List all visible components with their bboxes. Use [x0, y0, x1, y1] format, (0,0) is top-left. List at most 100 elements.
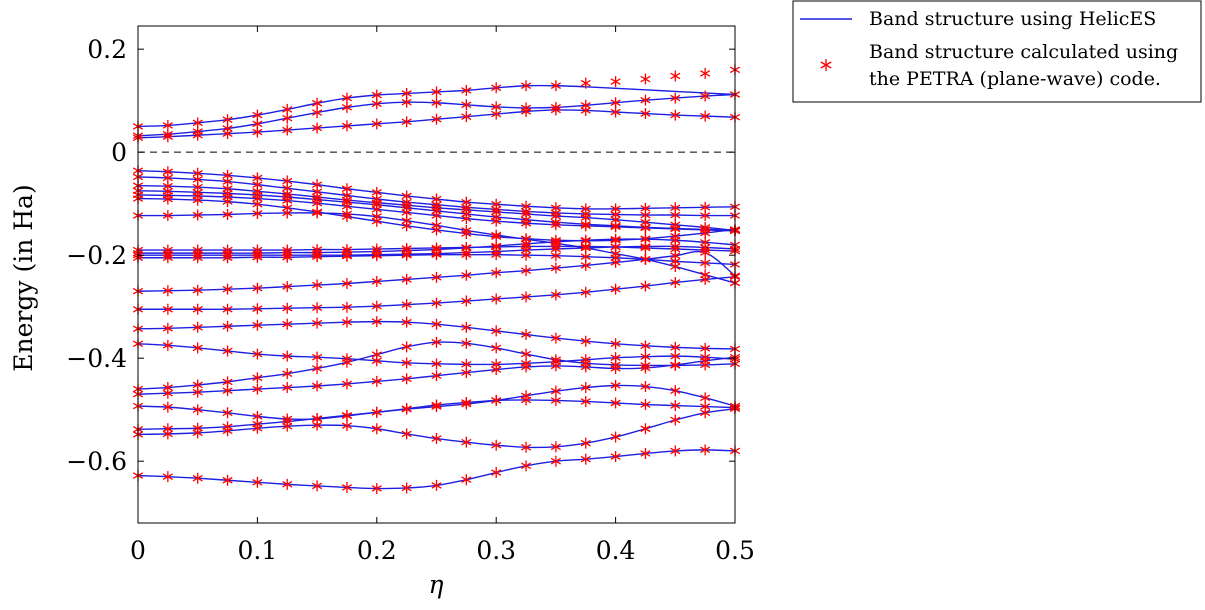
petra-point-shape [401, 96, 412, 108]
petra-point [610, 431, 621, 443]
petra-point-shape [580, 395, 591, 407]
petra-point [162, 401, 173, 413]
petra-point [401, 316, 412, 328]
petra-point [670, 209, 681, 221]
petra-point-shape [371, 275, 382, 287]
petra-point-shape [282, 103, 293, 115]
petra-point-shape [341, 481, 353, 493]
petra-point-shape [222, 407, 233, 419]
petra-point-shape [610, 397, 621, 409]
legend-star-swatch [820, 59, 832, 71]
petra-point [192, 303, 203, 315]
petra-point-shape [640, 362, 651, 374]
petra-point [282, 281, 293, 293]
petra-point-shape [670, 350, 681, 362]
petra-point-shape [371, 406, 382, 418]
petra-point [640, 351, 651, 363]
petra-point-shape [640, 447, 651, 459]
petra-point-shape [550, 289, 561, 301]
x-tick-label: 0.4 [596, 536, 636, 565]
petra-point-shape [491, 394, 502, 406]
petra-point-shape [520, 105, 532, 117]
y-axis-title: Energy (in Ha) [9, 184, 38, 371]
petra-point-shape [610, 283, 621, 295]
petra-point [491, 342, 502, 354]
petra-point [282, 318, 293, 330]
petra-point [640, 381, 651, 393]
petra-point [670, 359, 681, 371]
petra-point-shape [580, 453, 591, 465]
petra-point-shape [610, 256, 621, 268]
x-tick-label: 0 [130, 536, 146, 565]
petra-point-shape [491, 342, 502, 354]
petra-point-shape [431, 97, 442, 109]
petra-point-shape [640, 340, 651, 352]
petra-point [550, 80, 561, 92]
petra-point-shape [491, 108, 502, 120]
petra-point-shape [401, 403, 412, 415]
petra-point-shape [640, 381, 651, 393]
petra-point [670, 400, 681, 412]
petra-point [431, 86, 442, 98]
petra-point [491, 229, 502, 241]
petra-point-shape [520, 460, 532, 472]
petra-point [640, 240, 651, 252]
petra-point-shape [640, 399, 651, 411]
petra-point [222, 252, 233, 264]
petra-point [401, 249, 412, 261]
petra-point [520, 329, 532, 340]
petra-point [640, 447, 651, 459]
petra-point [700, 110, 711, 122]
petra-point [520, 441, 532, 453]
petra-point [580, 437, 591, 449]
petra-point-shape [580, 382, 591, 394]
petra-point [640, 340, 651, 352]
x-tick-label: 0.3 [476, 536, 516, 565]
petra-point-shape [222, 425, 233, 437]
legend-star-marker-shape [820, 59, 832, 71]
petra-point [401, 215, 412, 227]
petra-point [670, 414, 681, 426]
petra-point [580, 286, 591, 298]
petra-point [401, 482, 412, 494]
petra-point [341, 420, 353, 432]
petra-point [700, 392, 711, 404]
petra-point-shape [192, 303, 203, 315]
petra-point [431, 370, 442, 382]
petra-point [282, 382, 293, 394]
petra-point [401, 273, 412, 285]
petra-point [341, 92, 353, 104]
petra-point [162, 252, 173, 264]
petra-point [461, 436, 472, 448]
petra-point-shape [580, 104, 591, 116]
x-tick-label: 0.2 [357, 536, 397, 565]
petra-point [461, 213, 472, 225]
petra-point-shape [461, 84, 472, 96]
petra-point-shape [222, 474, 233, 486]
petra-point [491, 108, 502, 120]
petra-point [312, 279, 323, 291]
petra-point [371, 375, 382, 387]
petra-point [461, 474, 472, 486]
petra-point-shape [670, 250, 681, 262]
petra-point [401, 357, 412, 369]
petra-point [252, 282, 263, 294]
petra-point-shape [341, 301, 353, 313]
petra-point-shape [192, 472, 203, 484]
petra-point [491, 325, 502, 337]
petra-point [282, 350, 293, 362]
petra-point-shape [162, 252, 173, 264]
petra-point-shape [550, 394, 561, 406]
petra-point-shape [461, 337, 472, 349]
petra-point-shape [222, 283, 233, 295]
petra-point-shape [610, 362, 621, 374]
petra-point-shape [192, 284, 203, 296]
petra-point [580, 361, 591, 373]
petra-point-shape [461, 99, 472, 111]
petra-point [461, 249, 472, 261]
petra-point-shape [491, 82, 502, 94]
petra-point-shape [192, 252, 203, 264]
petra-point-shape [491, 364, 502, 376]
petra-point [371, 406, 382, 418]
petra-point-shape [491, 467, 502, 479]
